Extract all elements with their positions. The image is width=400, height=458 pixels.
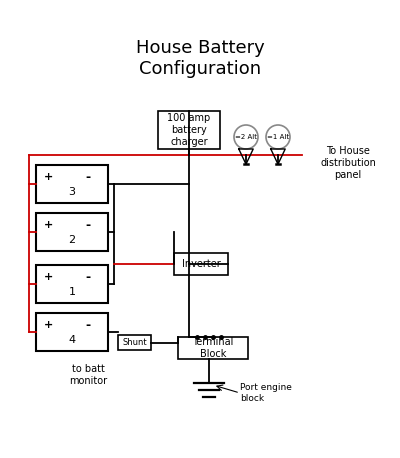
Text: Inverter: Inverter [182, 259, 220, 269]
Bar [174, 253, 228, 275]
Bar [178, 337, 248, 359]
Text: 4: 4 [68, 335, 76, 344]
Text: House Battery
Configuration: House Battery Configuration [136, 39, 264, 78]
Bar [118, 335, 151, 350]
Bar [36, 265, 108, 303]
Text: -: - [85, 319, 90, 332]
Bar [36, 313, 108, 351]
Text: 3: 3 [68, 186, 76, 196]
Text: +: + [44, 172, 54, 182]
Text: Terminal
Block: Terminal Block [192, 337, 234, 359]
Text: to batt
monitor: to batt monitor [69, 364, 107, 386]
Text: -: - [85, 171, 90, 184]
Text: +: + [44, 272, 54, 282]
Text: +: + [44, 220, 54, 230]
Bar [36, 213, 108, 251]
Text: =2 Alt: =2 Alt [235, 134, 257, 140]
Text: =1 Alt: =1 Alt [267, 134, 289, 140]
Text: +: + [44, 320, 54, 330]
Text: 100 amp
battery
charger: 100 amp battery charger [167, 114, 211, 147]
Bar [158, 111, 220, 149]
Text: -: - [85, 218, 90, 232]
Text: 1: 1 [68, 287, 76, 297]
Text: Port engine
block: Port engine block [240, 383, 292, 403]
Text: -: - [85, 271, 90, 284]
Text: 2: 2 [68, 234, 76, 245]
Text: To House
distribution
panel: To House distribution panel [320, 147, 376, 180]
Bar [36, 165, 108, 203]
Text: Shunt: Shunt [122, 338, 147, 347]
